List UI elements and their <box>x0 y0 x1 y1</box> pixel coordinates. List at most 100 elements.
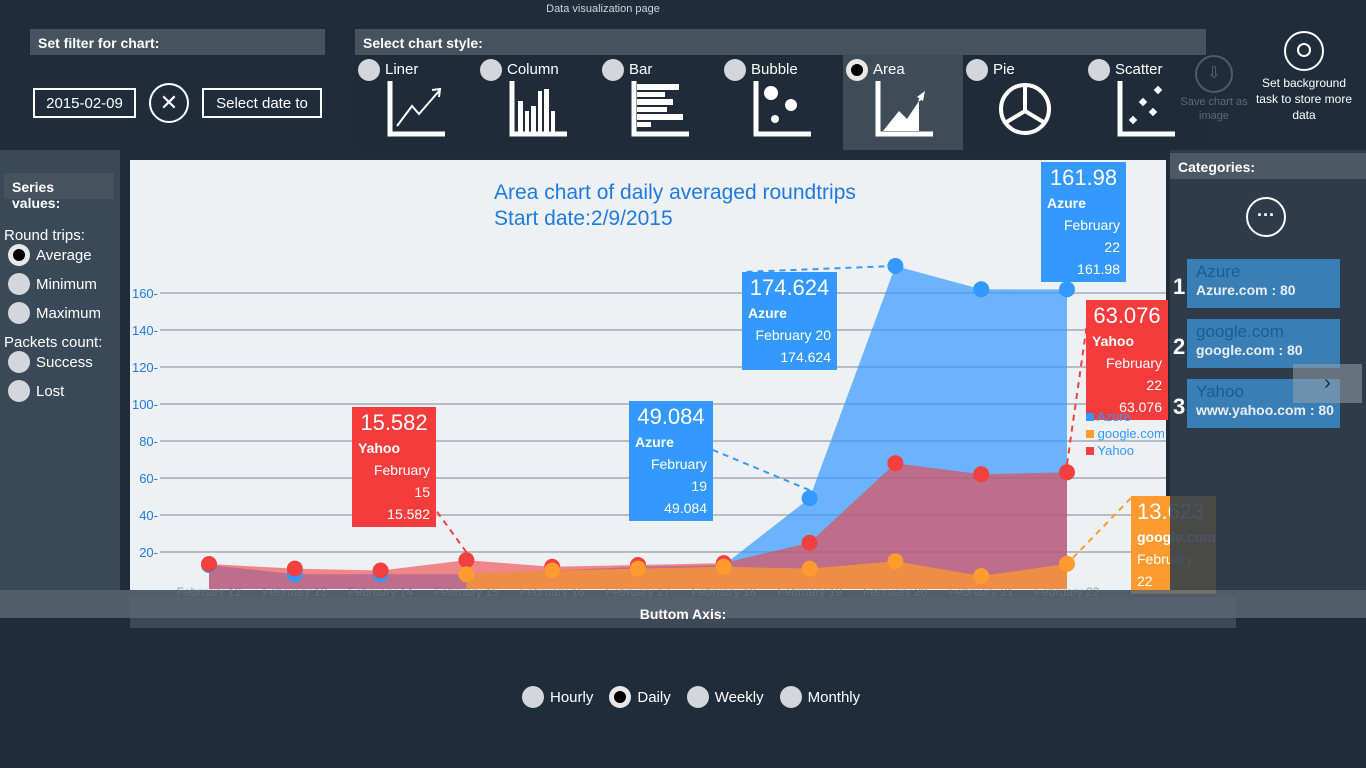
data-point <box>458 566 475 583</box>
data-point <box>372 562 389 579</box>
radio-selected[interactable] <box>609 686 632 708</box>
option-label: Success <box>36 353 93 371</box>
style-scatter[interactable]: Scatter <box>1085 55 1205 150</box>
ellipsis-icon: ··· <box>1257 205 1275 225</box>
radio[interactable] <box>779 686 802 708</box>
data-point <box>715 558 732 575</box>
area-google-com <box>466 561 1067 589</box>
radio[interactable] <box>602 59 624 81</box>
chart-legend: Azure google.com Yahoo <box>1086 408 1165 459</box>
option-maximum[interactable]: Maximum <box>8 302 101 324</box>
close-icon: ✕ <box>159 90 179 115</box>
chart-style-header: Select chart style: <box>355 29 1206 55</box>
data-point <box>1059 281 1075 298</box>
style-label: Bar <box>629 61 653 78</box>
save-chart-label: Save chart as image <box>1180 96 1248 122</box>
category-number: 3 <box>1173 394 1186 419</box>
data-point <box>801 490 818 507</box>
data-point <box>544 562 561 579</box>
chevron-right-icon: › <box>1324 372 1331 394</box>
y-tick-label: 60- <box>139 471 158 486</box>
area-chart: 20-40-60-80-100-120-140-160-February 12F… <box>132 255 1166 599</box>
radio[interactable] <box>724 59 746 81</box>
option-label: Average <box>36 246 92 264</box>
radio[interactable] <box>686 686 709 708</box>
legend-item: Azure <box>1086 408 1165 425</box>
option-hourly[interactable]: Hourly <box>522 686 593 708</box>
y-tick-label: 80- <box>139 434 158 449</box>
category-subtitle: Azure.com : 80 <box>1196 282 1296 298</box>
legend-item: google.com <box>1086 425 1165 442</box>
option-average[interactable]: Average <box>8 244 92 266</box>
radio[interactable] <box>480 59 502 81</box>
style-label: Pie <box>993 61 1015 78</box>
option-label: Hourly <box>550 688 594 706</box>
style-liner[interactable]: Liner <box>355 55 477 150</box>
data-point <box>801 534 818 551</box>
more-options-button[interactable]: ··· <box>1246 197 1286 237</box>
option-success[interactable]: Success <box>8 351 93 373</box>
radio[interactable] <box>966 59 988 81</box>
packets-count-label: Packets count: <box>4 334 103 351</box>
style-label: Scatter <box>1115 61 1163 78</box>
scatter-chart-icon <box>1117 81 1175 137</box>
save-icon: ⇩ <box>1195 55 1233 93</box>
background-task-label: Set background task to store more data <box>1255 76 1353 122</box>
category-number: 1 <box>1173 274 1186 299</box>
data-point <box>201 556 217 573</box>
option-lost[interactable]: Lost <box>8 380 64 402</box>
option-weekly[interactable]: Weekly <box>686 686 764 708</box>
radio[interactable] <box>8 273 30 295</box>
legend-item: Yahoo <box>1086 442 1165 459</box>
category-title: google.com <box>1196 322 1284 341</box>
option-daily[interactable]: Daily <box>609 686 671 708</box>
radio-selected[interactable] <box>8 244 30 266</box>
option-minimum[interactable]: Minimum <box>8 273 97 295</box>
radio[interactable] <box>8 302 30 324</box>
data-point <box>887 553 904 570</box>
chart-subtitle: Start date:2/9/2015 <box>494 207 673 230</box>
bubble-chart-icon <box>753 81 811 137</box>
radio[interactable] <box>8 380 30 402</box>
style-area[interactable]: Area <box>843 55 963 150</box>
save-chart-button[interactable]: ⇩ Save chart as image <box>1178 55 1250 123</box>
tooltip-azure-feb20: 174.624 Azure February 20 174.624 <box>742 272 837 370</box>
next-page-button[interactable]: › <box>1293 364 1362 403</box>
style-bar[interactable]: Bar <box>599 55 721 150</box>
y-tick-label: 120- <box>132 360 158 375</box>
y-tick-label: 140- <box>132 323 158 338</box>
radio[interactable] <box>522 686 544 708</box>
radio[interactable] <box>358 59 380 81</box>
data-point <box>887 455 904 472</box>
data-point <box>458 552 475 569</box>
leader-line <box>741 264 896 273</box>
option-monthly[interactable]: Monthly <box>779 686 860 708</box>
style-column[interactable]: Column <box>477 55 599 150</box>
category-number: 2 <box>1173 334 1186 359</box>
data-point <box>630 560 646 577</box>
option-label: Minimum <box>36 275 97 293</box>
column-chart-icon <box>509 81 567 137</box>
date-to-button[interactable]: Select date to <box>202 88 322 118</box>
line-chart-icon <box>387 81 445 137</box>
radio[interactable] <box>8 351 30 373</box>
clear-date-button[interactable]: ✕ <box>149 83 189 123</box>
clock-icon <box>1284 31 1324 71</box>
radio-selected[interactable] <box>846 59 868 81</box>
style-pie[interactable]: Pie <box>963 55 1085 150</box>
date-from-field[interactable]: 2015-02-09 <box>33 88 136 118</box>
tooltip-azure-feb19: 49.084 Azure February 19 49.084 <box>629 401 713 521</box>
style-bubble[interactable]: Bubble <box>721 55 843 150</box>
style-label: Liner <box>385 61 419 78</box>
category-card-azure[interactable]: Azure Azure.com : 80 <box>1187 259 1340 308</box>
data-point <box>286 560 303 577</box>
y-tick-label: 100- <box>132 397 158 412</box>
series-values-header: Series values: <box>4 173 114 211</box>
chart-title-text: Area chart of daily averaged roundtrips <box>494 181 856 204</box>
background-task-button[interactable]: Set background task to store more data <box>1254 31 1354 123</box>
option-label: Daily <box>637 688 671 706</box>
tooltip-yahoo-feb22: 63.076 Yahoo February 22 63.076 <box>1086 300 1168 420</box>
radio[interactable] <box>1088 59 1110 81</box>
data-point <box>973 466 990 483</box>
category-card-google[interactable]: google.com google.com : 80 <box>1187 319 1340 368</box>
